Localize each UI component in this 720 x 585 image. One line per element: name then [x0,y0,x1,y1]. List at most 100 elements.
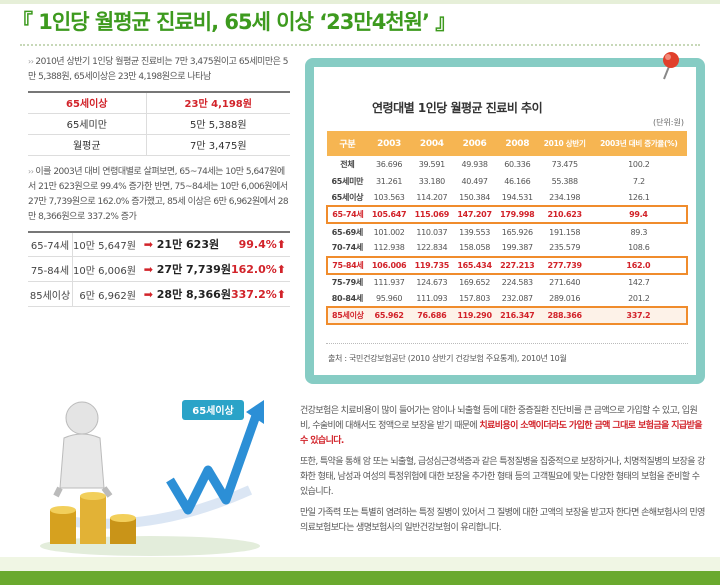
stats-cell: 55.388 [551,176,579,186]
bullet-icon: ›› [28,166,34,176]
stats-cell: 95.960 [375,293,403,303]
stats-cell: 289.016 [549,293,581,303]
stats-cell: 234.198 [549,192,581,202]
stats-cell: 46.166 [504,176,531,186]
stats-row-highlighted: 65-74세 105.647 115.069 147.207 179.998 210.62… [326,205,689,225]
stats-header: 2010 상반기 [538,131,591,156]
right-arrow-icon: ➡ [139,256,157,282]
stats-cell: 111.937 [373,277,405,287]
comparison-text: 이를 2003년 대비 연령대별로 살펴보면, 65~74세는 10만 5,64… [28,166,289,222]
up-arrow-icon: ⬆ [276,237,286,251]
summary-row: 65세미만 5만 5,388원 [28,113,290,135]
figure-icon [53,401,113,498]
stats-cell: 169.652 [459,277,491,287]
growth-from: 6만 6,962원 [72,281,140,307]
right-arrow-icon: ➡ [139,281,157,307]
growth-pct-value: 99.4% [238,237,277,251]
money-illustration: 65세이상 [40,400,264,556]
stats-cell: 191.158 [549,227,581,237]
stats-cell: 65.962 [367,306,411,325]
stats-cell: 288.366 [538,306,591,325]
stats-cell: 101.002 [373,227,405,237]
pushpin-icon [663,52,679,80]
stats-cell: 114.207 [416,192,448,202]
footer-band [0,571,720,585]
stats-cell: 122.834 [416,243,448,253]
stats-cell: 124.673 [416,277,448,287]
growth-age: 65-74세 [28,230,73,257]
stats-cell: 179.998 [495,205,539,225]
body-paragraph-2: 또한, 특약을 통해 암 또는 뇌출혈, 급성심근경색증과 같은 특정질병을 집… [300,457,705,497]
summary-label: 월평균 [28,134,147,156]
stats-cell: 33.180 [418,176,446,186]
growth-table: 65-74세 10만 5,647원 ➡ 21만 623원 99.4%⬆ 75-84세 10만… [28,230,290,307]
stats-cell: 73.475 [551,159,579,169]
summary-label: 65세이상 [28,91,147,114]
stats-row-label: 65-69세 [331,227,363,237]
stats-cell: 39.591 [418,159,446,169]
stats-cell: 49.938 [461,159,488,169]
stats-cell: 36.696 [375,159,403,169]
stats-cell: 235.579 [549,243,581,253]
up-arrow-icon: ⬆ [276,287,286,301]
stats-cell: 40.497 [461,176,488,186]
stats-cell: 165.926 [501,227,533,237]
stats-header: 2004 [410,131,454,156]
stats-cell: 271.640 [549,277,581,287]
body-paragraph-1: 건강보험은 치료비용이 많이 들어가는 암이나 뇌출혈 등에 대한 중증질환 진… [300,406,703,446]
growth-to: 28만 8,366원 [156,281,231,307]
stats-cell: 224.583 [501,277,533,287]
up-arrow-icon: ⬆ [276,262,286,276]
left-column: ›› 2010년 상반기 1인당 월평균 진료비는 7만 3,475원이고 65세… [28,54,290,307]
summary-row: 65세이상 23만 4,198원 [28,91,290,114]
stats-row-highlighted: 75-84세 106.006 119.735 165.434 227.213 277.73… [326,255,689,275]
intro-text: 2010년 상반기 1인당 월평균 진료비는 7만 3,475원이고 65세미만… [28,57,288,82]
stats-header: 2003년 대비 증가율(%) [590,131,687,156]
stats-row-label: 전체 [340,159,355,169]
age-badge [182,400,244,420]
stats-row: 80-84세 95.960 111.093 157.803 232.087 289.016… [327,290,687,307]
stats-row-label: 65-74세 [326,205,368,225]
stats-header: 2003 [367,131,411,156]
page-title: 『 1인당 월평균 진료비, 65세 이상 ‘23만4천원’ 』 [12,10,456,34]
growth-pct-value: 162.0% [230,262,277,276]
stats-row: 65세미만 31.261 33.180 40.497 46.166 55.388 7.2 [327,173,687,190]
stats-row: 70-74세 112.938 122.834 158.058 199.387 235.57… [327,240,687,257]
stats-row: 75-79세 111.937 124.673 169.652 224.583 271.64… [327,274,687,291]
stats-row-label: 75-84세 [326,255,368,275]
summary-label: 65세미만 [28,113,147,135]
growth-pct-value: 337.2% [230,287,277,301]
top-decoration [0,0,720,4]
title-divider [20,44,700,46]
stats-header: 2006 [453,131,496,156]
growth-pct: 337.2%⬆ [230,281,290,307]
stats-cell: 227.213 [495,255,539,275]
stats-panel: 연령대별 1인당 월평균 진료비 추이 (단위:원) 구분 2003 2004 200… [305,58,705,384]
stats-cell: 158.058 [459,243,491,253]
stats-cell: 89.3 [630,227,648,237]
intro-paragraph: ›› 2010년 상반기 1인당 월평균 진료비는 7만 3,475원이고 65세… [28,54,290,85]
stats-cell: 150.384 [459,192,491,202]
stats-cell: 337.2 [590,306,689,325]
growth-from: 10만 5,647원 [72,230,140,257]
growth-age: 85세이상 [28,281,73,307]
stats-row-label: 75-79세 [331,277,363,287]
stats-cell: 76.686 [410,306,454,325]
stats-row-label: 65세미만 [331,176,364,186]
stats-cell: 108.6 [628,243,650,253]
stats-cell: 210.623 [538,205,591,225]
summary-value: 5만 5,388원 [146,113,290,135]
summary-value: 23만 4,198원 [146,91,290,114]
stats-cell: 31.261 [375,176,403,186]
comparison-paragraph: ›› 이를 2003년 대비 연령대별로 살펴보면, 65~74세는 10만 5,… [28,164,290,225]
stats-cell: 100.2 [628,159,650,169]
growth-pct: 99.4%⬆ [230,230,290,257]
highlight-text: 치료비용이 소액이더라도 가입한 금액 그대로 보험금을 지급받을 수 있습니다… [300,421,703,446]
growth-age: 75-84세 [28,256,73,282]
summary-table: 65세이상 23만 4,198원 65세미만 5만 5,388원 월평균 7만 3,475… [28,91,290,156]
summary-row: 월평균 7만 3,475원 [28,134,290,156]
stats-row-label: 85세이상 [326,306,368,325]
footer-light-band [0,557,720,571]
stats-cell: 103.563 [373,192,405,202]
right-arrow-icon: ➡ [139,230,157,257]
